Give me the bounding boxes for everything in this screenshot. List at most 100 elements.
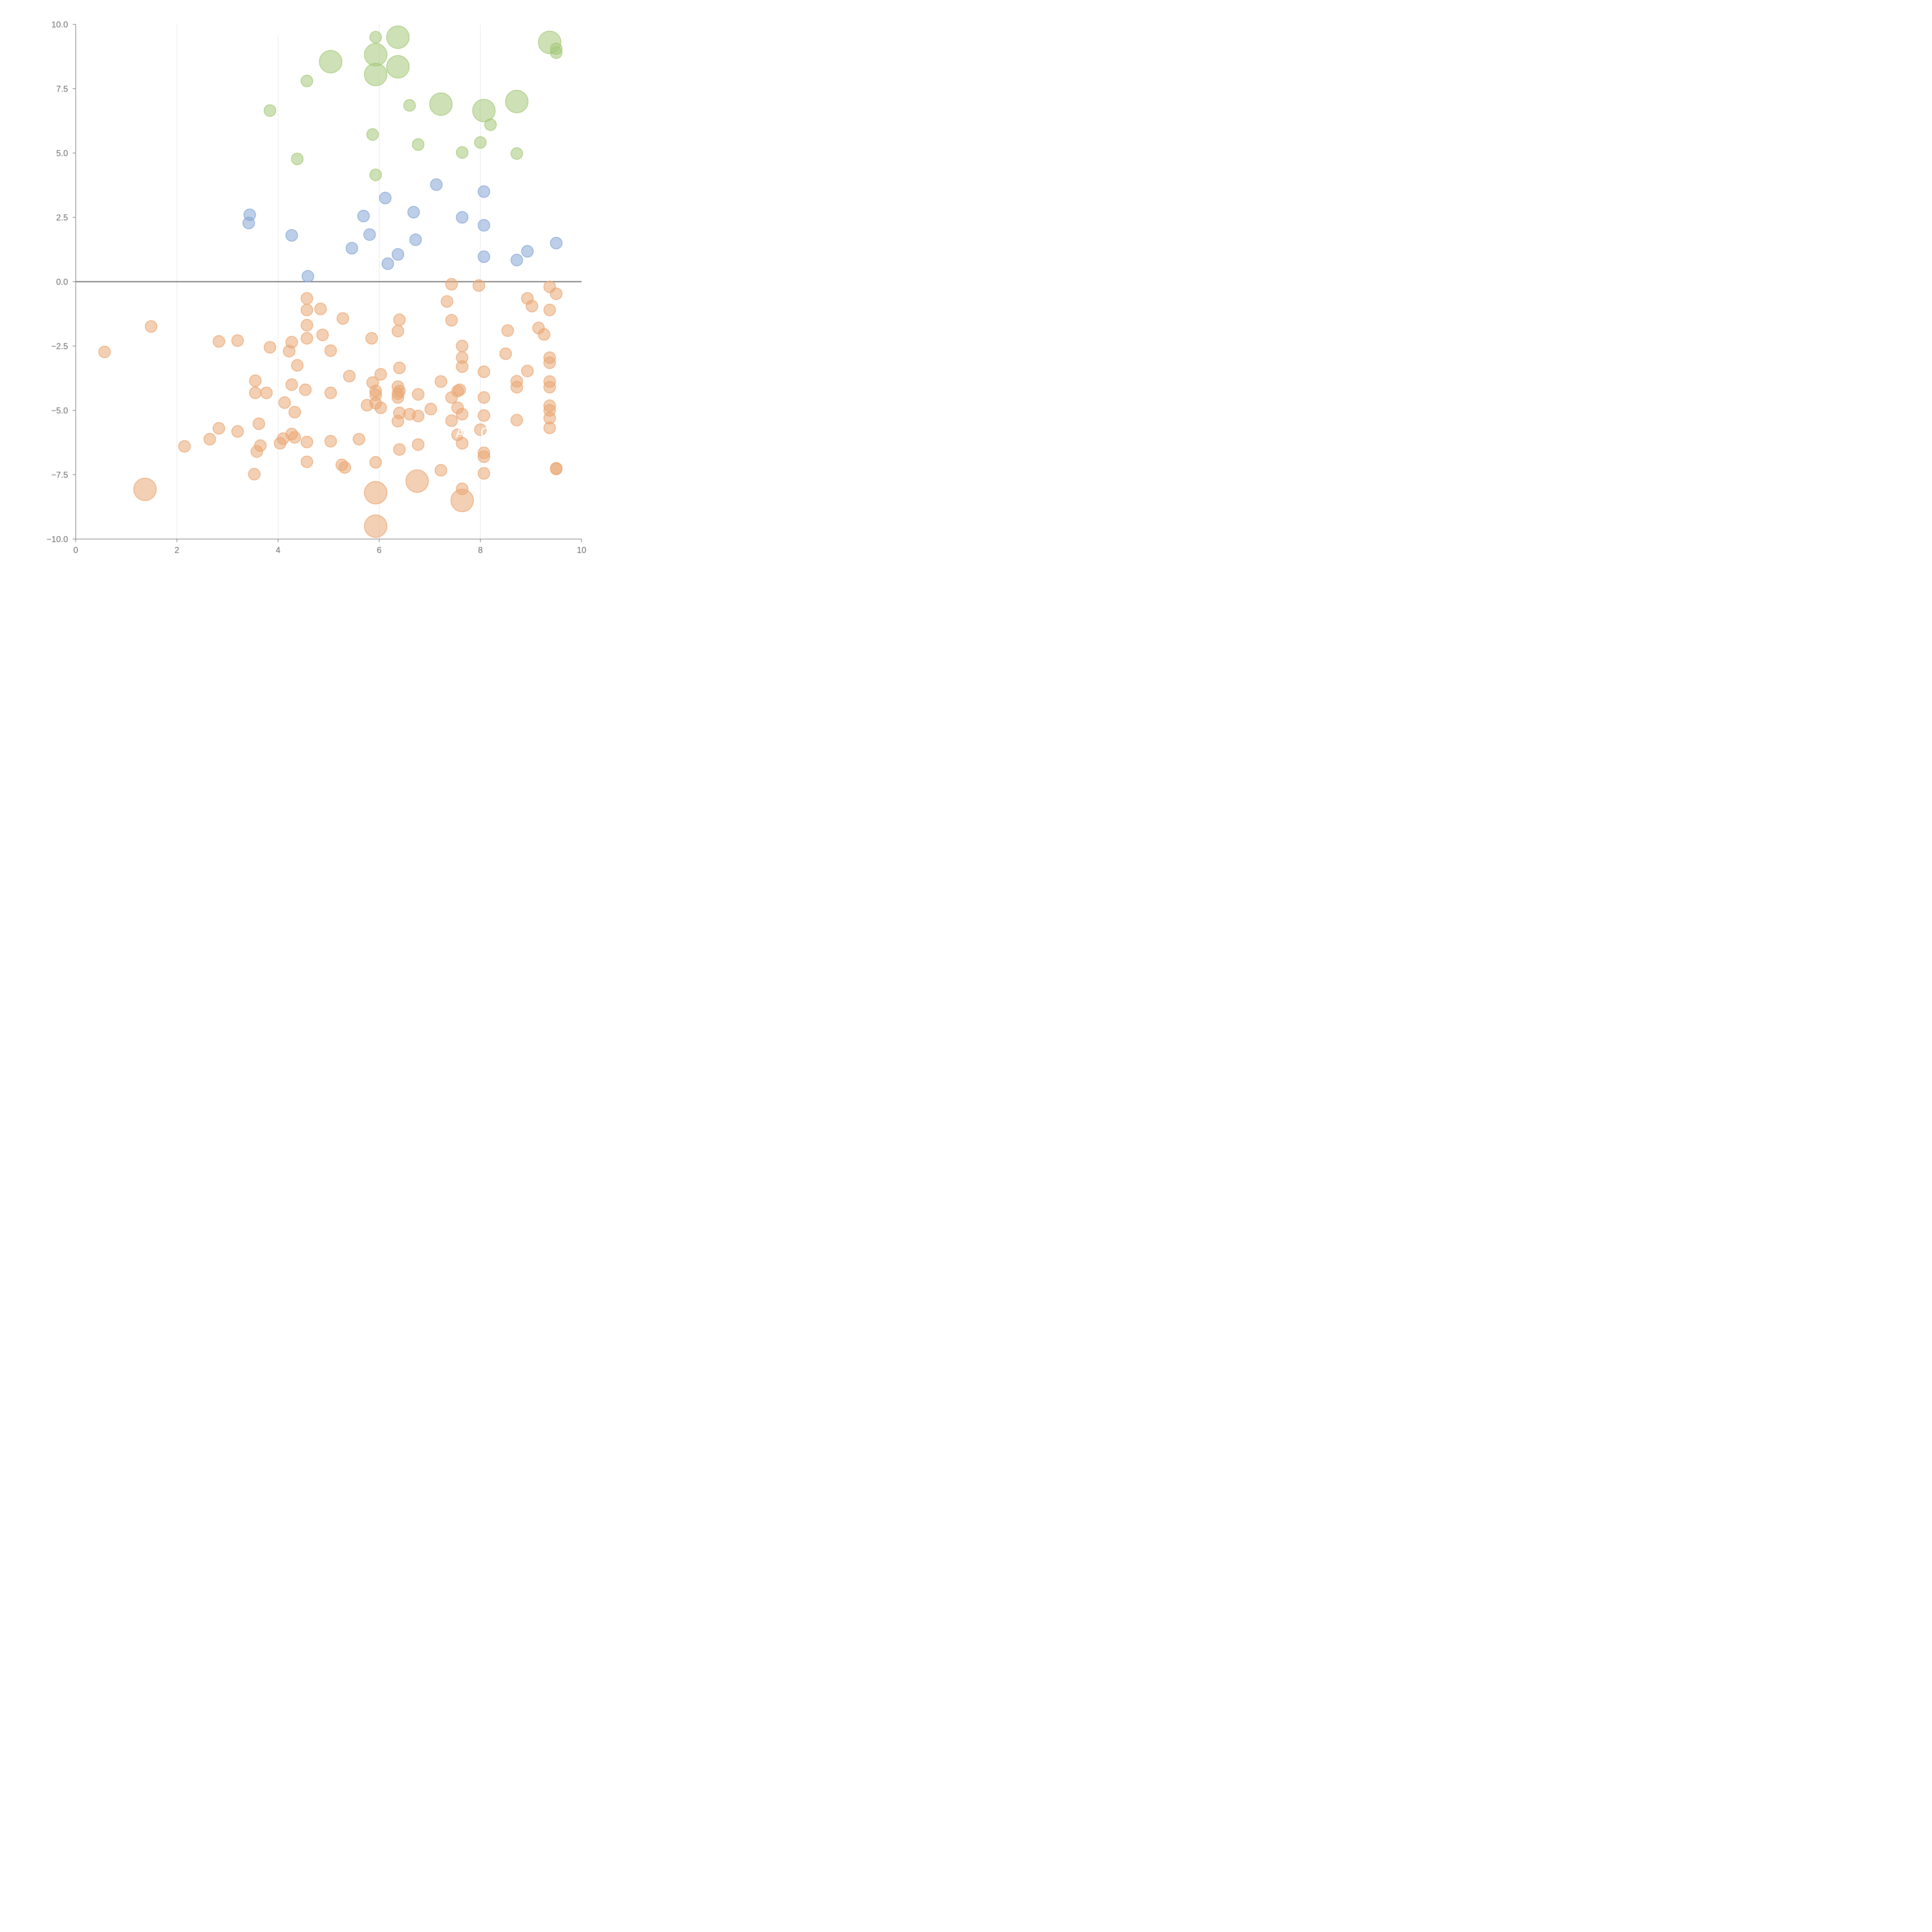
point-orange [412, 438, 425, 451]
point-orange [285, 378, 298, 391]
point-blue [381, 257, 394, 270]
point-orange [543, 381, 556, 394]
point-orange [299, 383, 312, 396]
point-green [369, 31, 382, 44]
y-tick-label: −7.5 [51, 470, 68, 480]
point-orange [301, 304, 313, 316]
point-blue [301, 270, 314, 283]
point-blue [456, 211, 469, 224]
point-green [291, 153, 304, 165]
point-orange [343, 370, 356, 383]
y-tick-label: 7.5 [56, 84, 68, 94]
point-orange [337, 312, 349, 325]
point-orange [361, 399, 373, 412]
point-blue [285, 229, 298, 242]
data-points [98, 26, 563, 538]
point-orange [478, 467, 490, 480]
point-orange [478, 366, 490, 378]
point-orange [264, 341, 276, 354]
point-orange [324, 344, 337, 357]
point-orange [291, 359, 304, 372]
point-blue [407, 206, 420, 219]
point-orange [538, 328, 551, 341]
y-tick-label: 10.0 [51, 20, 68, 29]
point-green [301, 75, 313, 87]
point-orange [499, 347, 512, 360]
point-blue [430, 178, 443, 191]
point-orange [260, 386, 273, 399]
y-tick-label: −5.0 [51, 406, 68, 415]
point-orange [543, 304, 556, 316]
point-orange [445, 278, 458, 291]
y-tick-label: 5.0 [56, 148, 68, 158]
point-orange [435, 464, 447, 477]
point-orange [435, 375, 447, 388]
scatter-chart: 0 2 4 6 8 10 10.0 7.5 5.0 2.5 0.0 −2.5 −5.0 −7.5 −10.0… [46, 20, 586, 555]
point-green [369, 168, 382, 181]
point-orange [301, 292, 313, 305]
point-orange [391, 415, 404, 427]
point-orange [301, 435, 313, 448]
point-orange [374, 368, 387, 381]
point-orange [301, 332, 313, 345]
point-orange [510, 381, 523, 394]
annotation-label: A [456, 425, 465, 440]
point-blue [478, 185, 490, 198]
point-orange [283, 345, 296, 357]
point-orange [456, 437, 469, 450]
point-green [386, 26, 410, 49]
x-tick-label: 4 [276, 545, 280, 555]
point-blue [521, 245, 534, 258]
point-green [510, 147, 523, 160]
point-orange [521, 365, 534, 378]
x-tick-label: 6 [377, 545, 381, 555]
point-green [472, 99, 496, 122]
point-orange [369, 456, 382, 469]
point-green [319, 50, 342, 73]
point-orange [288, 431, 301, 444]
point-orange [445, 314, 458, 327]
point-blue [363, 228, 376, 241]
y-tick-label: 0.0 [56, 277, 68, 287]
point-orange [391, 391, 404, 404]
point-orange [478, 450, 490, 463]
point-orange [213, 422, 225, 435]
point-orange [451, 489, 474, 512]
point-orange [440, 295, 453, 308]
series-green [264, 26, 563, 181]
point-orange [316, 328, 329, 341]
point-orange [364, 481, 388, 505]
point-orange [231, 425, 244, 438]
point-orange [543, 422, 556, 434]
point-orange [405, 469, 429, 493]
point-orange [203, 433, 216, 446]
point-green [364, 63, 388, 86]
point-orange [338, 461, 351, 474]
point-blue [510, 254, 523, 267]
point-orange [252, 417, 265, 430]
point-orange [474, 423, 487, 436]
point-orange [324, 435, 337, 447]
y-tick-label: 2.5 [56, 213, 68, 223]
point-green [366, 128, 379, 141]
point-orange [178, 440, 191, 453]
annotation-label: C [480, 425, 490, 440]
point-orange [133, 478, 157, 501]
point-orange [213, 335, 225, 348]
point-orange [456, 360, 469, 373]
point-green [403, 99, 416, 112]
point-green [364, 43, 388, 66]
point-orange [412, 388, 425, 401]
point-orange [445, 391, 458, 404]
point-orange [550, 463, 563, 475]
point-orange [365, 332, 378, 345]
point-orange [501, 324, 514, 337]
point-green [386, 55, 410, 78]
point-orange [301, 319, 313, 332]
point-orange [391, 325, 404, 337]
point-orange [550, 287, 563, 300]
series-orange [98, 278, 563, 538]
point-blue [345, 242, 358, 255]
point-orange [412, 410, 425, 422]
